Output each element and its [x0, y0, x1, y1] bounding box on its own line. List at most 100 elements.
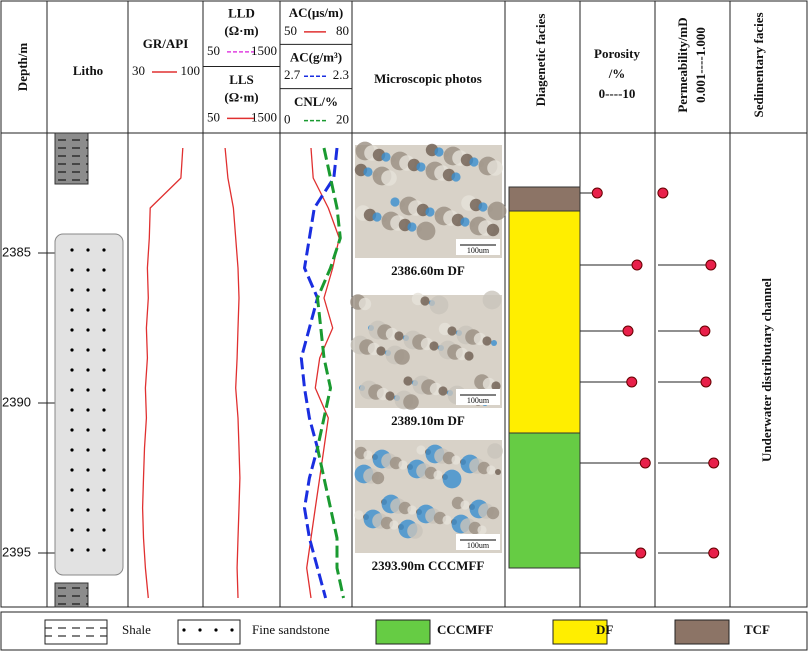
sedimentary-label: Underwater distributary channel — [759, 278, 774, 462]
facies-title: Diagenetic facies — [533, 14, 548, 107]
grain — [416, 445, 426, 455]
scale-max: 20 — [336, 112, 349, 127]
grain — [407, 523, 423, 539]
photo-caption: 2389.10m DF — [391, 413, 465, 428]
permeability-point — [657, 187, 669, 199]
scale-bar-box — [456, 239, 500, 255]
curve-label: LLD — [228, 6, 255, 21]
legend-sand — [177, 619, 241, 645]
legend-swatch — [375, 619, 431, 645]
photos-title: Microscopic photos — [374, 71, 482, 86]
scale-max: 80 — [336, 23, 349, 38]
photo: 100um — [354, 141, 507, 258]
grain — [398, 460, 408, 470]
log-curve — [141, 147, 184, 599]
grain — [495, 469, 501, 475]
depth-title: Depth/m — [15, 43, 30, 92]
legend-swatch — [674, 619, 730, 645]
grain — [354, 510, 364, 520]
curve-label: LLS — [229, 72, 254, 87]
porosity-unit: /% — [608, 66, 626, 81]
porosity-point — [635, 547, 647, 559]
scale-bar-label: 100um — [467, 246, 490, 255]
litho-title: Litho — [73, 63, 103, 78]
legend-shale — [44, 619, 108, 645]
permeability-scale: 0.001----1.000 — [693, 27, 708, 103]
photo-caption: 2393.90m CCCMFF — [372, 558, 485, 573]
curve-unit: (Ω·m) — [224, 23, 258, 38]
grain — [482, 336, 492, 346]
log-curve — [316, 147, 345, 599]
scale-min: 30 — [132, 63, 145, 78]
depth-tick-label: 2390 — [2, 394, 31, 409]
scale-max: 1500 — [251, 43, 277, 58]
grain — [460, 500, 470, 510]
scale-min: 50 — [207, 43, 220, 58]
grain — [434, 147, 444, 157]
grain — [451, 455, 461, 465]
grain — [478, 202, 488, 212]
grain — [429, 341, 439, 351]
curve-label: GR/API — [143, 36, 189, 51]
grain — [486, 465, 496, 475]
photo-caption: 2386.60m DF — [391, 263, 465, 278]
depth-tick-label: 2395 — [2, 544, 31, 559]
grain — [464, 351, 474, 361]
scale-max: 2.3 — [333, 67, 349, 82]
grain — [451, 172, 461, 182]
curve-label: AC(g/m³) — [290, 50, 342, 65]
permeability-point — [699, 325, 711, 337]
curve-label: CNL/% — [294, 94, 338, 109]
shale-pattern — [55, 133, 88, 184]
scale-min: 50 — [207, 109, 220, 124]
grain — [420, 296, 430, 306]
grain — [491, 340, 497, 346]
porosity-title: Porosity — [594, 46, 640, 61]
legend-swatch — [552, 619, 608, 645]
log-curve — [224, 147, 241, 599]
grain — [403, 376, 413, 386]
grain — [429, 295, 449, 315]
porosity-point — [591, 187, 603, 199]
legend-label: Fine sandstone — [252, 622, 330, 637]
legend-label: DF — [596, 622, 613, 637]
grain — [381, 152, 391, 162]
grain — [482, 290, 502, 310]
grain — [381, 170, 397, 186]
grain — [491, 381, 501, 391]
porosity-point — [622, 325, 634, 337]
permeability-point — [705, 259, 717, 271]
grain — [433, 470, 443, 480]
log-curve — [306, 147, 340, 599]
scale-bar-box — [456, 534, 500, 550]
grain — [425, 207, 435, 217]
grain — [416, 221, 436, 241]
scale-bar-label: 100um — [467, 396, 490, 405]
legend-label: CCCMFF — [437, 622, 493, 637]
curve-label: AC(µs/m) — [289, 5, 343, 20]
shale-pattern — [55, 583, 88, 607]
grain — [407, 222, 417, 232]
grain — [442, 515, 452, 525]
grain — [394, 349, 410, 365]
photo: 100um — [350, 290, 502, 410]
grain — [486, 506, 500, 520]
grain — [487, 160, 503, 176]
grain — [394, 331, 404, 341]
grain — [477, 525, 487, 535]
grain — [416, 162, 426, 172]
grain — [376, 346, 386, 356]
grain — [363, 167, 373, 177]
porosity-point — [631, 259, 643, 271]
grain — [487, 443, 503, 459]
curve-unit: (Ω·m) — [224, 89, 258, 104]
grain — [447, 326, 457, 336]
porosity-scale: 0----10 — [599, 86, 636, 101]
grain — [390, 197, 400, 207]
scale-min: 0 — [284, 112, 291, 127]
grain — [469, 157, 479, 167]
legend-label: Shale — [122, 622, 151, 637]
grain — [372, 212, 382, 222]
